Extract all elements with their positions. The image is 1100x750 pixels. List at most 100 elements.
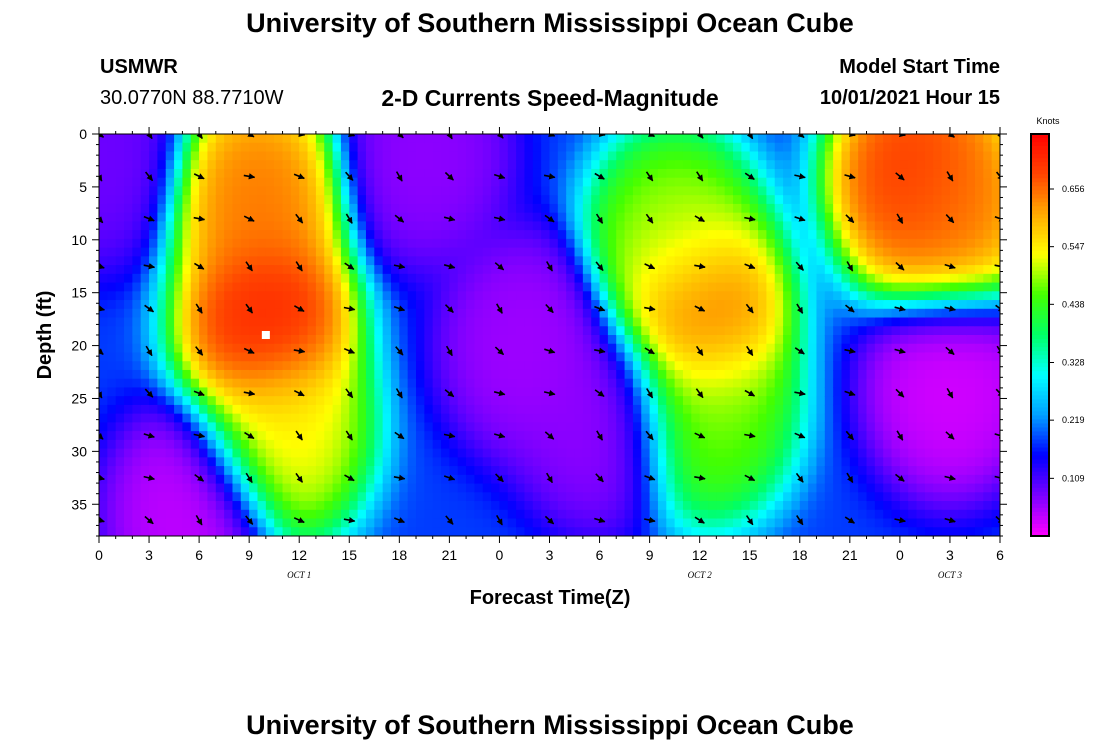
heatmap-cell (491, 308, 501, 319)
heatmap-cell (949, 492, 959, 502)
heatmap-cell (332, 256, 342, 266)
heatmap-cell (699, 238, 709, 249)
heatmap-cell (207, 238, 217, 249)
heatmap-cell (457, 378, 467, 389)
heatmap-cell (491, 317, 501, 327)
heatmap-cell (190, 501, 200, 511)
heatmap-cell (841, 238, 851, 249)
heatmap-cell (699, 273, 709, 284)
heatmap-cell (582, 326, 592, 336)
heatmap-cell (874, 326, 884, 336)
heatmap-cell (357, 256, 367, 266)
heatmap-cell (357, 160, 367, 170)
heatmap-cell (249, 413, 259, 423)
heatmap-cell (799, 501, 809, 511)
heatmap-cell (224, 518, 234, 528)
heatmap-cell (207, 457, 217, 467)
heatmap-cell (657, 378, 667, 389)
heatmap-cell (657, 282, 667, 292)
heatmap-cell (107, 221, 117, 231)
heatmap-cell (307, 177, 317, 188)
heatmap-cell (774, 378, 784, 389)
heatmap-cell (190, 404, 200, 415)
heatmap-cell (691, 527, 701, 536)
heatmap-cell (808, 352, 818, 362)
heatmap-cell (774, 492, 784, 502)
heatmap-cell (749, 273, 759, 284)
heatmap-cell (591, 142, 601, 153)
heatmap-cell (174, 247, 184, 257)
heatmap-cell (649, 230, 659, 240)
heatmap-cell (833, 177, 843, 188)
heatmap-cell (374, 282, 384, 292)
heatmap-cell (315, 404, 325, 415)
heatmap-cell (607, 509, 617, 520)
heatmap-cell (983, 282, 993, 292)
heatmap-cell (340, 134, 350, 144)
heatmap-cell (174, 256, 184, 266)
heatmap-cell (816, 404, 826, 415)
heatmap-cell (933, 134, 943, 144)
heatmap-cell (908, 282, 918, 292)
heatmap-cell (824, 387, 834, 397)
heatmap-cell (516, 195, 526, 205)
heatmap-cell (916, 168, 926, 179)
heatmap-cell (107, 317, 117, 327)
heatmap-cell (858, 431, 868, 441)
heatmap-cell (574, 396, 584, 406)
heatmap-cell (432, 501, 442, 511)
heatmap-cell (382, 527, 392, 536)
heatmap-cell (741, 361, 751, 371)
heatmap-cell (799, 160, 809, 170)
heatmap-cell (874, 431, 884, 441)
heatmap-cell (649, 378, 659, 389)
heatmap-cell (374, 335, 384, 345)
heatmap-cell (357, 396, 367, 406)
heatmap-cell (699, 474, 709, 485)
heatmap-cell (666, 474, 676, 485)
heatmap-cell (858, 396, 868, 406)
heatmap-cell (140, 439, 150, 450)
heatmap-cell (124, 518, 133, 528)
heatmap-cell (733, 492, 742, 502)
heatmap-cell (916, 422, 926, 432)
heatmap-cell (449, 457, 459, 467)
heatmap-cell (374, 317, 384, 327)
heatmap-cell (582, 221, 592, 231)
heatmap-cell (966, 160, 976, 170)
heatmap-cell (507, 431, 517, 441)
current-vector-arrow (193, 173, 205, 180)
heatmap-cell (340, 326, 350, 336)
heatmap-cell (174, 300, 184, 310)
heatmap-cell (783, 230, 793, 240)
heatmap-cell (682, 291, 692, 301)
heatmap-cell (224, 142, 234, 153)
heatmap-cell (874, 378, 884, 389)
heatmap-cell (883, 378, 893, 389)
heatmap-cell (474, 527, 484, 536)
heatmap-cell (858, 273, 868, 284)
heatmap-cell (874, 466, 884, 476)
heatmap-cell (866, 457, 876, 467)
heatmap-cell (599, 317, 609, 327)
heatmap-cell (365, 282, 375, 292)
heatmap-cell (566, 151, 576, 161)
heatmap-cell (224, 474, 234, 485)
heatmap-cell (507, 413, 517, 423)
heatmap-cell (858, 483, 868, 493)
heatmap-cell (557, 317, 567, 327)
heatmap-cell (949, 160, 959, 170)
heatmap-cell (874, 177, 884, 188)
heatmap-cell (682, 448, 692, 458)
heatmap-cell (733, 396, 742, 406)
heatmap-cell (791, 483, 801, 493)
heatmap-cell (132, 352, 142, 362)
heatmap-cell (607, 396, 617, 406)
heatmap-cell (716, 387, 726, 397)
heatmap-cell (482, 177, 492, 188)
heatmap-cell (641, 335, 651, 345)
heatmap-cell (199, 413, 209, 423)
heatmap-cell (641, 326, 651, 336)
heatmap-cell (557, 431, 567, 441)
heatmap-cell (774, 335, 784, 345)
